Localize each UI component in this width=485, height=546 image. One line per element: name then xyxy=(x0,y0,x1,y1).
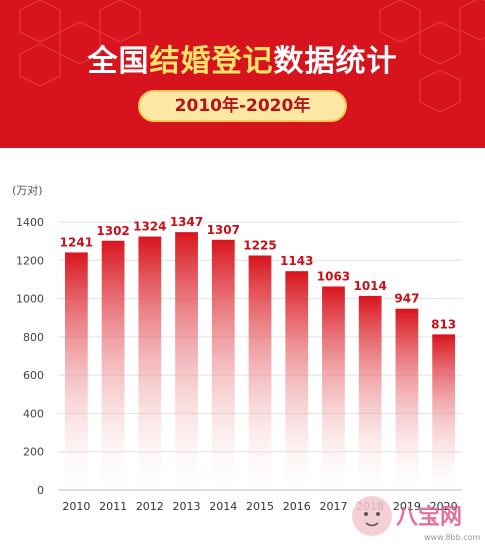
data-label: 1063 xyxy=(317,270,350,284)
watermark-text: 八宝网 xyxy=(396,504,462,530)
y-tick-label: 600 xyxy=(23,369,44,382)
data-label: 1225 xyxy=(243,239,276,253)
bar xyxy=(395,308,419,490)
bar xyxy=(101,240,125,490)
watermark-url: www.8bb.com xyxy=(424,533,480,542)
data-label: 1347 xyxy=(170,215,203,229)
title-highlight: 结婚登记 xyxy=(149,44,274,79)
y-axis-label: (万对) xyxy=(12,183,43,197)
x-tick-label: 2016 xyxy=(283,500,311,513)
y-tick-label: 200 xyxy=(23,446,44,459)
data-label: 1302 xyxy=(96,224,129,238)
data-label: 1143 xyxy=(280,254,313,268)
title-part-2: 数据统计 xyxy=(273,44,398,79)
x-tick-label: 2017 xyxy=(319,500,347,513)
data-label: 947 xyxy=(394,292,419,306)
y-tick-label: 1400 xyxy=(16,216,44,229)
y-tick-label: 1200 xyxy=(16,254,44,267)
bar xyxy=(322,286,345,490)
x-tick-label: 2020 xyxy=(430,500,458,513)
y-tick-label: 400 xyxy=(23,407,44,420)
y-tick-label: 1000 xyxy=(16,293,44,306)
data-label: 1324 xyxy=(133,220,166,234)
x-tick-label: 2013 xyxy=(173,500,201,513)
watermark-logo: 八宝网 www.8bb.com xyxy=(352,496,480,542)
baby-face-icon xyxy=(352,496,392,536)
page-title: 全国结婚登记数据统计 xyxy=(0,36,485,80)
x-tick-label: 2011 xyxy=(99,500,127,513)
bar xyxy=(248,255,272,490)
hexagon-pattern-icon xyxy=(19,0,485,113)
bar xyxy=(285,271,309,490)
bar xyxy=(64,252,88,490)
bar xyxy=(175,232,198,490)
data-label: 813 xyxy=(431,317,456,331)
x-tick-label: 2014 xyxy=(209,500,237,513)
x-tick-label: 2010 xyxy=(62,500,90,513)
data-label: 1307 xyxy=(207,223,240,237)
x-tick-label: 2019 xyxy=(393,500,421,513)
data-label: 1014 xyxy=(353,279,386,293)
header-banner: 全国结婚登记数据统计 2010年-2020年 xyxy=(0,0,485,148)
bar xyxy=(138,236,162,490)
bar xyxy=(432,334,456,490)
y-tick-label: 0 xyxy=(37,484,44,497)
period-badge: 2010年-2020年 xyxy=(138,90,347,122)
x-tick-label: 2012 xyxy=(136,500,164,513)
x-tick-label: 2015 xyxy=(246,500,274,513)
bar xyxy=(211,239,235,490)
y-tick-label: 800 xyxy=(23,331,44,344)
data-label: 1241 xyxy=(60,235,93,249)
title-part-1: 全国 xyxy=(87,44,150,79)
bar xyxy=(358,295,382,490)
